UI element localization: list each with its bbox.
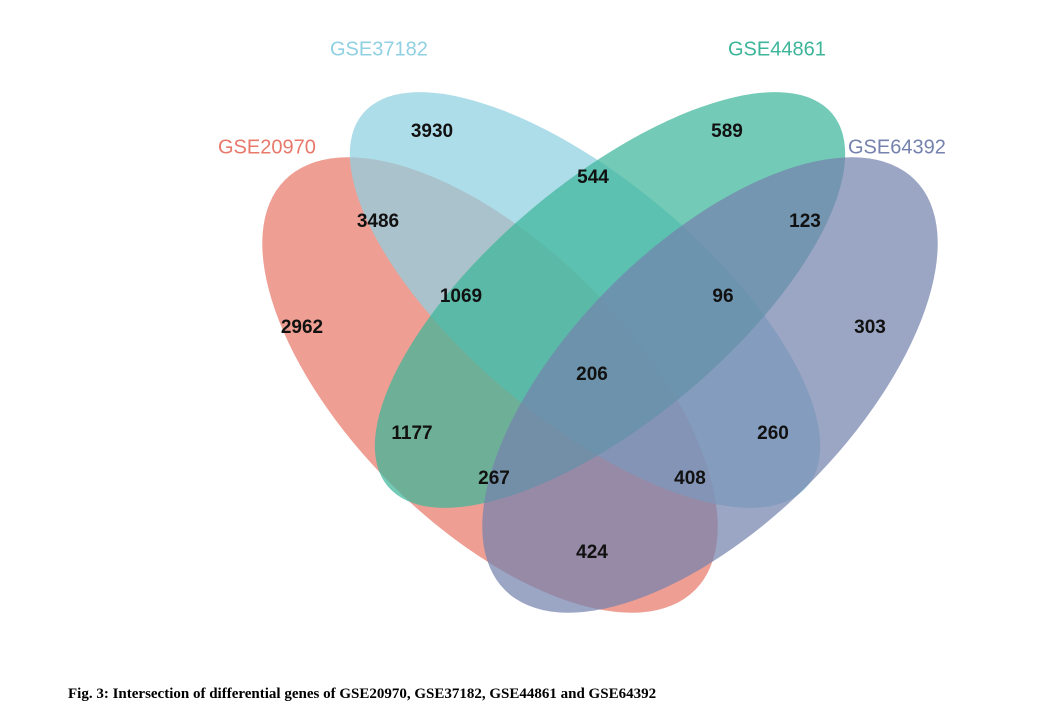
region-count: 2962 — [281, 317, 323, 338]
region-count: 544 — [577, 167, 609, 188]
region-count: 1177 — [391, 423, 432, 444]
region-count: 408 — [674, 468, 706, 489]
region-count: 424 — [576, 542, 608, 563]
set-label: GSE44861 — [728, 38, 826, 60]
set-label: GSE37182 — [330, 38, 428, 60]
region-count: 3930 — [411, 121, 453, 142]
venn-diagram: GSE20970 GSE37182 GSE44861 GSE64392 3930 589 2… — [218, 38, 946, 613]
region-count: 96 — [712, 286, 733, 307]
region-count: 589 — [711, 121, 743, 142]
region-count: 123 — [789, 211, 821, 232]
region-count: 303 — [854, 317, 886, 338]
set-label: GSE20970 — [218, 136, 316, 158]
region-count: 206 — [576, 364, 608, 385]
region-count: 3486 — [357, 211, 399, 232]
region-count: 260 — [757, 423, 789, 444]
set-ellipse — [482, 157, 938, 613]
region-count: 1069 — [440, 286, 482, 307]
caption: Fig. 3: Intersection of differential gen… — [68, 686, 657, 702]
set-label: GSE64392 — [848, 136, 946, 158]
region-count: 267 — [478, 468, 510, 489]
